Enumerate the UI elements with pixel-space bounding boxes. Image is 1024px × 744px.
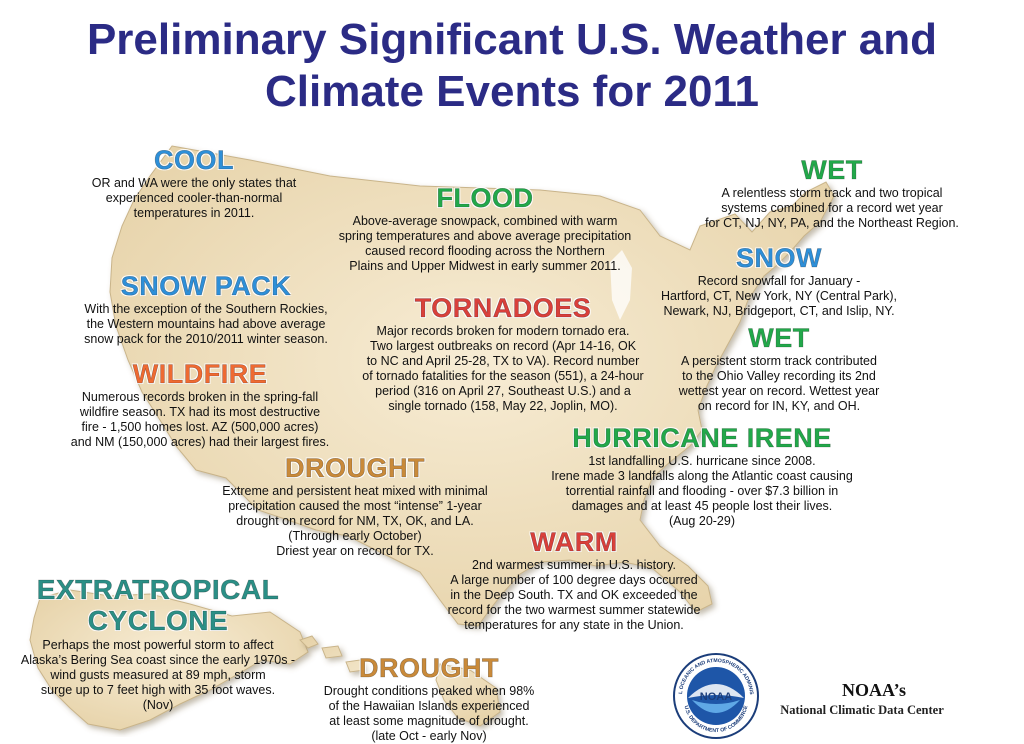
event-description: Above-average snowpack, combined with wa…: [338, 214, 632, 273]
title-line-2: Climate Events for 2011: [264, 67, 759, 116]
event-snow: SNOW Record snowfall for January - Hartf…: [644, 244, 914, 319]
event-heading: WET: [801, 155, 863, 185]
event-heading: DROUGHT: [285, 453, 425, 483]
alaska-shape: [29, 589, 309, 731]
logo-center-text: NOAA: [700, 691, 732, 703]
event-heading: FLOOD: [436, 183, 534, 213]
heading-line-1: EXTRATROPICAL: [36, 574, 280, 606]
event-heading: TORNADOES: [414, 293, 592, 323]
event-description: 1st landfalling U.S. hurricane since 200…: [551, 454, 853, 528]
event-hurricane-irene: HURRICANE IRENE 1st landfalling U.S. hur…: [532, 424, 872, 529]
event-heading: SNOW PACK: [120, 271, 292, 301]
event-heading: EXTRATROPICAL CYCLONE: [8, 574, 308, 637]
event-heading: WET: [748, 323, 810, 353]
event-drought-hawaii: DROUGHT Drought conditions peaked when 9…: [304, 654, 554, 744]
event-cool: COOL OR and WA were the only states that…: [72, 146, 316, 221]
event-heading: HURRICANE IRENE: [572, 423, 832, 453]
noaa-ncdc-label: NOAA’s National Climatic Data Center: [762, 680, 962, 718]
title-line-1: Preliminary Significant U.S. Weather and: [86, 15, 938, 64]
event-heading: DROUGHT: [359, 653, 499, 683]
great-lakes-shape: [610, 250, 632, 320]
event-drought-southern-plains: DROUGHT Extreme and persistent heat mixe…: [206, 454, 504, 559]
agency-name: NOAA’s: [842, 680, 906, 700]
event-description: OR and WA were the only states that expe…: [91, 176, 297, 220]
event-wet-northeast: WET A relentless storm track and two tro…: [690, 156, 974, 231]
noaa-logo: NOAA NATIONAL OCEANIC AND ATMOSPHERIC AD…: [672, 652, 759, 739]
center-name: National Climatic Data Center: [780, 703, 944, 717]
heading-line-2: CYCLONE: [87, 605, 229, 637]
event-description: A persistent storm track contributed to …: [678, 354, 880, 413]
event-heading: WARM: [530, 527, 618, 557]
event-description: Numerous records broken in the spring-fa…: [70, 390, 330, 449]
event-description: Major records broken for modern tornado …: [362, 324, 644, 413]
event-tornadoes: TORNADOES Major records broken for moder…: [346, 294, 660, 414]
event-description: 2nd warmest summer in U.S. history. A la…: [447, 558, 701, 632]
event-description: Record snowfall for January - Hartford, …: [661, 274, 897, 318]
contiguous-us-shape: [109, 145, 835, 627]
event-heading: COOL: [154, 145, 234, 175]
page-title: Preliminary Significant U.S. Weather and…: [0, 14, 1024, 118]
event-snow-pack: SNOW PACK With the exception of the Sout…: [64, 272, 348, 347]
event-warm: WARM 2nd warmest summer in U.S. history.…: [436, 528, 712, 633]
event-wet-ohio-valley: WET A persistent storm track contributed…: [664, 324, 894, 414]
event-extratropical-cyclone: EXTRATROPICAL CYCLONE Perhaps the most p…: [8, 574, 308, 713]
event-description: With the exception of the Southern Rocki…: [84, 302, 328, 346]
event-description: Extreme and persistent heat mixed with m…: [222, 484, 488, 558]
event-description: Drought conditions peaked when 98% of th…: [323, 684, 535, 743]
event-heading: WILDFIRE: [132, 359, 268, 389]
event-flood: FLOOD Above-average snowpack, combined w…: [318, 184, 652, 274]
event-heading: SNOW: [736, 243, 822, 273]
event-wildfire: WILDFIRE Numerous records broken in the …: [52, 360, 348, 450]
hawaii-shape: [299, 635, 501, 727]
event-description: Perhaps the most powerful storm to affec…: [20, 638, 296, 712]
event-description: A relentless storm track and two tropica…: [705, 186, 959, 230]
